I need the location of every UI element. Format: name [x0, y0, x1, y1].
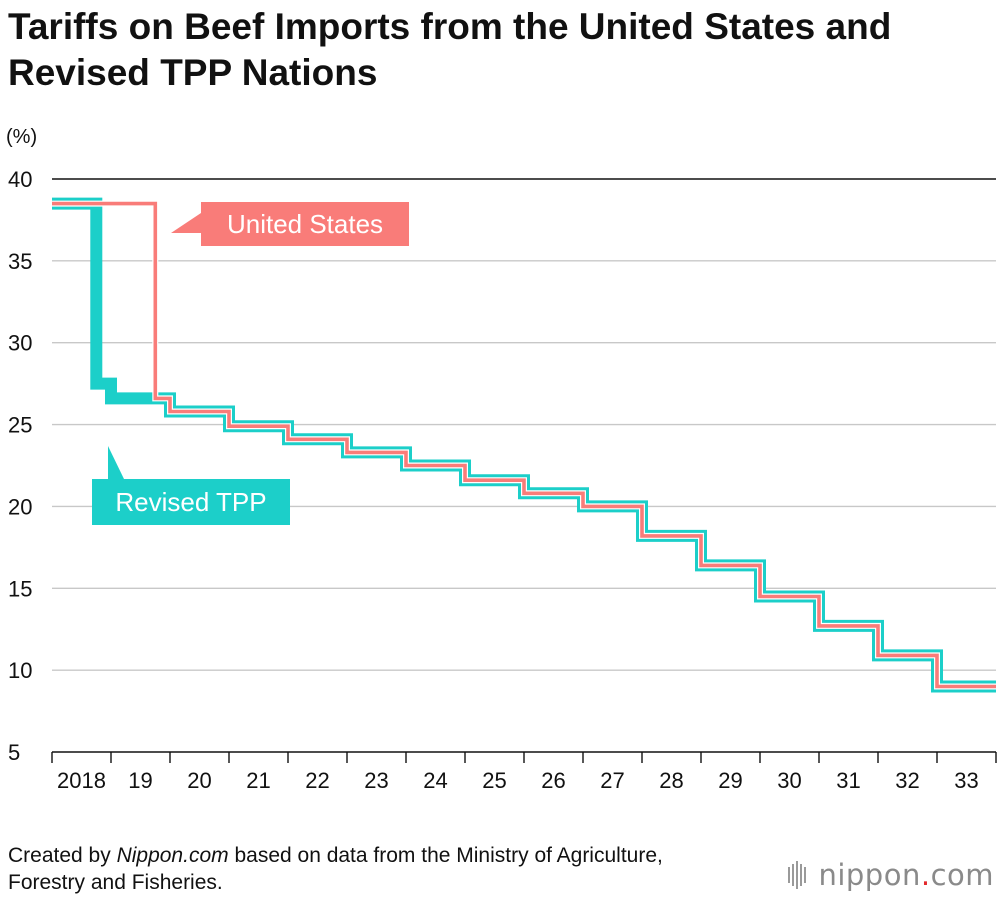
callout-pointer-united-states — [171, 213, 201, 233]
logo-tld: com — [930, 858, 994, 892]
y-tick-label: 40 — [8, 167, 32, 192]
x-tick-label: 30 — [777, 768, 801, 793]
x-tick-label: 2018 — [57, 768, 106, 793]
source-suffix: based on data from the Ministry of Agric… — [8, 844, 663, 894]
y-tick-label: 10 — [8, 658, 32, 683]
y-axis-label: (%) — [6, 126, 37, 148]
callout-box-united-states — [201, 202, 409, 246]
y-tick-label: 20 — [8, 494, 32, 519]
logo-bars-icon — [788, 861, 808, 889]
step-line-chart: 5 10 15 20 25 30 35 40 (%) 2018 19 20 21 22 23 24 25 26… — [6, 126, 997, 793]
logo-word: nippon — [818, 858, 921, 892]
x-tick-label: 22 — [305, 768, 329, 793]
x-tick-label: 31 — [836, 768, 860, 793]
series-line-united-states — [52, 201, 996, 689]
callout-pointer-revised-tpp — [108, 446, 124, 479]
x-tick-label: 25 — [482, 768, 506, 793]
series-line-revised-tpp — [52, 197, 996, 693]
callout-box-revised-tpp — [92, 479, 290, 525]
x-tick-label: 33 — [954, 768, 978, 793]
y-tick-label: 25 — [8, 413, 32, 438]
y-tick-label: 5 — [8, 740, 20, 765]
callout-label-revised-tpp: Revised TPP — [115, 487, 266, 517]
x-tick-label: 29 — [718, 768, 742, 793]
x-tick-label: 20 — [187, 768, 211, 793]
nippon-logo: nippon. com — [788, 858, 994, 892]
series-halo-united-states — [52, 200, 996, 690]
x-tick-label: 28 — [659, 768, 683, 793]
x-tick-label: 27 — [600, 768, 624, 793]
y-tick-label: 35 — [8, 249, 32, 274]
x-axis: 2018 19 20 21 22 23 24 25 26 27 28 29 30 31 32 33 — [51, 751, 997, 793]
series-callouts: United States Revised TPP — [92, 202, 409, 525]
x-tick-label: 24 — [423, 768, 447, 793]
chart-title: Tariffs on Beef Imports from the United … — [8, 6, 892, 93]
source-note: Created by Nippon.com based on data from… — [8, 842, 708, 896]
y-tick-label: 15 — [8, 576, 32, 601]
callout-label-united-states: United States — [227, 209, 383, 239]
x-tick-label: 23 — [364, 768, 388, 793]
x-tick-label: 32 — [895, 768, 919, 793]
x-tick-label: 26 — [541, 768, 565, 793]
series-lines — [52, 197, 996, 693]
x-tick-label: 19 — [128, 768, 152, 793]
y-tick-label: 30 — [8, 331, 32, 356]
logo-dot: . — [920, 858, 931, 892]
source-prefix: Created by — [8, 844, 117, 867]
y-axis-ticks: 5 10 15 20 25 30 35 40 — [8, 167, 32, 765]
gridlines — [52, 178, 996, 671]
x-tick-label: 21 — [246, 768, 270, 793]
source-site: Nippon.com — [116, 844, 229, 867]
